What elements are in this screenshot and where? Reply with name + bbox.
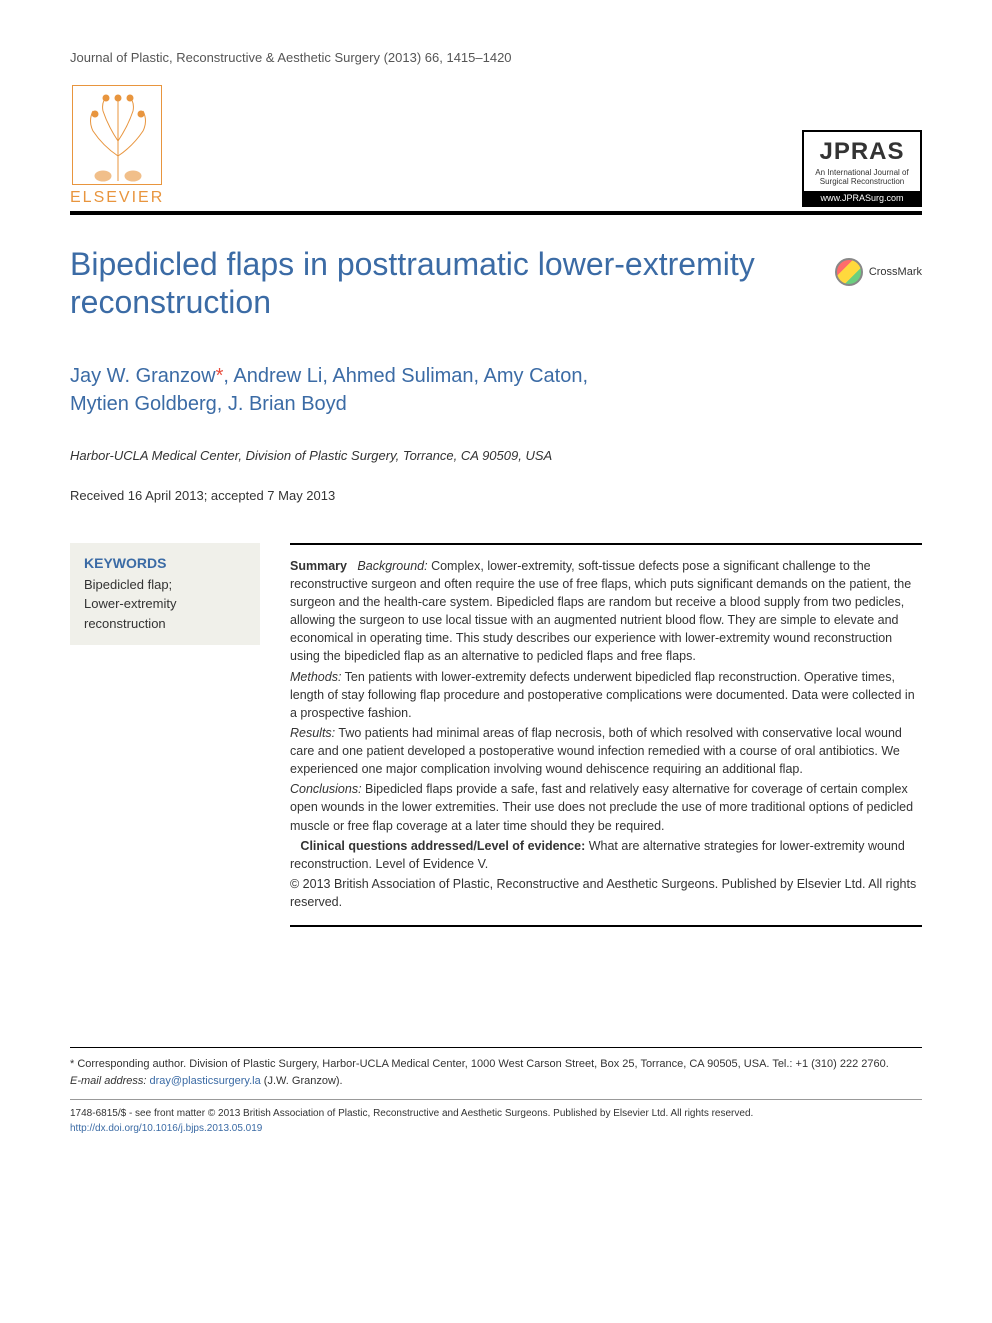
header-logos-row: ELSEVIER JPRAS An International Journal … (70, 85, 922, 215)
affiliation: Harbor-UCLA Medical Center, Division of … (70, 448, 922, 463)
authors-block: Jay W. Granzow*, Andrew Li, Ahmed Sulima… (70, 362, 922, 418)
article-dates: Received 16 April 2013; accepted 7 May 2… (70, 488, 922, 503)
keywords-box: KEYWORDS Bipedicled flap; Lower-extremit… (70, 543, 260, 646)
corresponding-author-note: * Corresponding author. Division of Plas… (70, 1056, 922, 1073)
results-label: Results: (290, 726, 335, 740)
footer-area: * Corresponding author. Division of Plas… (70, 1047, 922, 1136)
summary-label: Summary (290, 559, 347, 573)
content-row: KEYWORDS Bipedicled flap; Lower-extremit… (70, 543, 922, 927)
conclusions-label: Conclusions: (290, 782, 362, 796)
crossmark-icon (835, 258, 863, 286)
doi-link[interactable]: http://dx.doi.org/10.1016/j.bjps.2013.05… (70, 1123, 262, 1134)
journal-citation: Journal of Plastic, Reconstructive & Aes… (70, 50, 922, 65)
abstract-block: Summary Background: Complex, lower-extre… (290, 543, 922, 927)
results-text: Two patients had minimal areas of flap n… (290, 726, 902, 776)
authors-rest-line1: , Andrew Li, Ahmed Suliman, Amy Caton, (223, 365, 588, 387)
conclusions-text: Bipedicled flaps provide a safe, fast an… (290, 782, 913, 832)
email-author: (J.W. Granzow). (261, 1075, 343, 1087)
authors-line2: Mytien Goldberg, J. Brian Boyd (70, 393, 347, 415)
email-link[interactable]: dray@plasticsurgery.la (149, 1075, 260, 1087)
keywords-heading: KEYWORDS (84, 555, 246, 571)
copyright-line: 1748-6815/$ - see front matter © 2013 Br… (70, 1099, 922, 1136)
methods-label: Methods: (290, 670, 341, 684)
author-first: Jay W. Granzow (70, 365, 216, 387)
email-label: E-mail address: (70, 1075, 146, 1087)
article-title: Bipedicled flaps in posttraumatic lower-… (70, 245, 770, 322)
issn-copyright: 1748-6815/$ - see front matter © 2013 Br… (70, 1106, 922, 1121)
clinical-label: Clinical questions addressed/Level of ev… (300, 839, 585, 853)
abstract-copyright: © 2013 British Association of Plastic, R… (290, 875, 922, 911)
keywords-list: Bipedicled flap; Lower-extremity reconst… (84, 575, 246, 634)
background-label: Background: (357, 559, 427, 573)
background-text: Complex, lower-extremity, soft-tissue de… (290, 559, 911, 664)
journal-abbrev: JPRAS (810, 138, 914, 166)
methods-text: Ten patients with lower-extremity defect… (290, 670, 915, 720)
journal-subtitle: An International Journal of Surgical Rec… (810, 168, 914, 187)
elsevier-tree-icon (72, 85, 162, 185)
journal-logo[interactable]: JPRAS An International Journal of Surgic… (802, 130, 922, 207)
crossmark-label: CrossMark (869, 266, 922, 278)
publisher-logo[interactable]: ELSEVIER (70, 85, 164, 207)
journal-url: www.JPRASurg.com (804, 191, 920, 205)
publisher-name: ELSEVIER (70, 189, 164, 207)
crossmark-badge[interactable]: CrossMark (835, 258, 922, 286)
